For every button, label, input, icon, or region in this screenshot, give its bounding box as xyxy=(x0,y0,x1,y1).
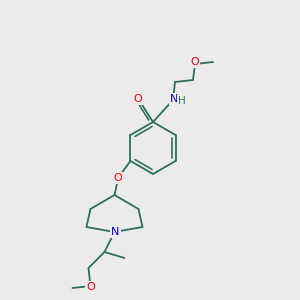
Text: N: N xyxy=(170,94,178,104)
Text: O: O xyxy=(113,173,122,183)
Text: O: O xyxy=(134,94,142,104)
Text: N: N xyxy=(111,227,120,237)
Text: O: O xyxy=(190,57,200,67)
Text: O: O xyxy=(86,282,95,292)
Text: H: H xyxy=(178,96,186,106)
